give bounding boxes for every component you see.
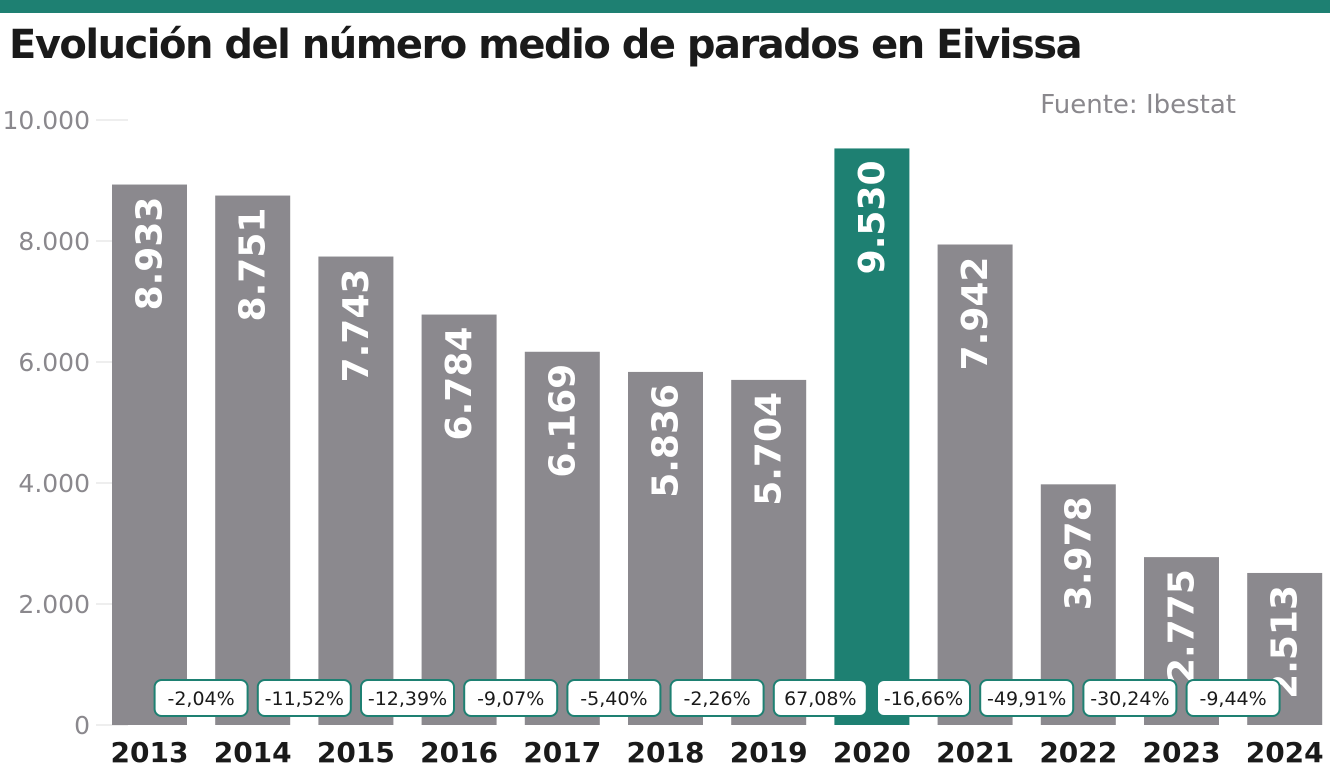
- bar-2014: [215, 195, 291, 725]
- bar-value-label: 6.784: [439, 327, 480, 441]
- pct-change-label: -12,39%: [368, 688, 447, 710]
- pct-change-label: -2,04%: [167, 688, 234, 710]
- x-tick-label: 2013: [111, 736, 189, 763]
- bar-value-label: 6.169: [542, 364, 583, 478]
- bar-value-label: 5.704: [749, 392, 790, 506]
- bar-value-label: 7.743: [336, 269, 377, 383]
- pct-change-badge: [876, 679, 971, 717]
- pct-change-badge: [669, 679, 765, 717]
- pct-change-badge: [153, 679, 249, 717]
- pct-change-label: -16,66%: [884, 688, 963, 710]
- y-tick-label: 10.000: [3, 106, 90, 135]
- pct-change-badge: [256, 679, 352, 717]
- bar-value-label: 2.775: [1162, 569, 1203, 683]
- bar-2013: [112, 184, 187, 726]
- bar-value-label: 9.530: [852, 160, 893, 274]
- x-tick-label: 2021: [936, 736, 1014, 763]
- bar-2016: [421, 314, 497, 725]
- x-tick-label: 2023: [1143, 736, 1221, 763]
- pct-change-badge: [979, 679, 1075, 717]
- bar-2018: [628, 371, 703, 725]
- y-tick-label: 6.000: [18, 348, 90, 377]
- y-tick-label: 0: [74, 711, 90, 740]
- pct-change-badge: [1082, 679, 1178, 717]
- bar-2020: [834, 148, 910, 725]
- bar-value-label: 8.751: [233, 208, 274, 322]
- y-tick-label: 4.000: [18, 469, 90, 498]
- x-tick-label: 2018: [627, 736, 705, 763]
- pct-change-badge: [360, 679, 455, 717]
- bar-2015: [318, 256, 394, 725]
- y-tick-label: 2.000: [18, 590, 90, 619]
- pct-change-label: -2,26%: [683, 688, 750, 710]
- pct-change-label: -49,91%: [987, 688, 1066, 710]
- bar-value-label: 3.978: [1058, 496, 1099, 610]
- top-accent-bar: [0, 0, 1330, 13]
- bar-2021: [937, 244, 1013, 725]
- bar-2017: [524, 351, 600, 725]
- pct-change-label: -5,40%: [580, 688, 647, 710]
- x-tick-label: 2024: [1246, 736, 1324, 763]
- bar-value-label: 8.933: [130, 197, 171, 311]
- bar-value-label: 5.836: [646, 384, 687, 498]
- pct-change-label: -9,44%: [1199, 688, 1266, 710]
- bar-value-label: 7.942: [955, 257, 996, 371]
- x-tick-label: 2022: [1039, 736, 1117, 763]
- pct-change-badge: [1185, 679, 1281, 717]
- source-label: Fuente: Ibestat: [1040, 90, 1236, 120]
- y-tick-label: 8.000: [18, 227, 90, 256]
- pct-change-badge: [463, 679, 559, 717]
- pct-change-label: -9,07%: [477, 688, 544, 710]
- pct-change-badge: [566, 679, 662, 717]
- bar-2019: [731, 379, 807, 725]
- pct-change-label: -11,52%: [265, 688, 344, 710]
- x-tick-label: 2016: [420, 736, 498, 763]
- pct-change-badge: [772, 679, 868, 717]
- x-tick-label: 2014: [214, 736, 292, 763]
- x-tick-label: 2020: [833, 736, 911, 763]
- pct-change-label: -30,24%: [1090, 688, 1169, 710]
- x-tick-label: 2017: [523, 736, 601, 763]
- x-tick-label: 2015: [317, 736, 395, 763]
- x-tick-label: 2019: [730, 736, 808, 763]
- pct-change-label: 67,08%: [784, 688, 856, 710]
- chart-title: Evolución del número medio de parados en…: [9, 22, 1083, 68]
